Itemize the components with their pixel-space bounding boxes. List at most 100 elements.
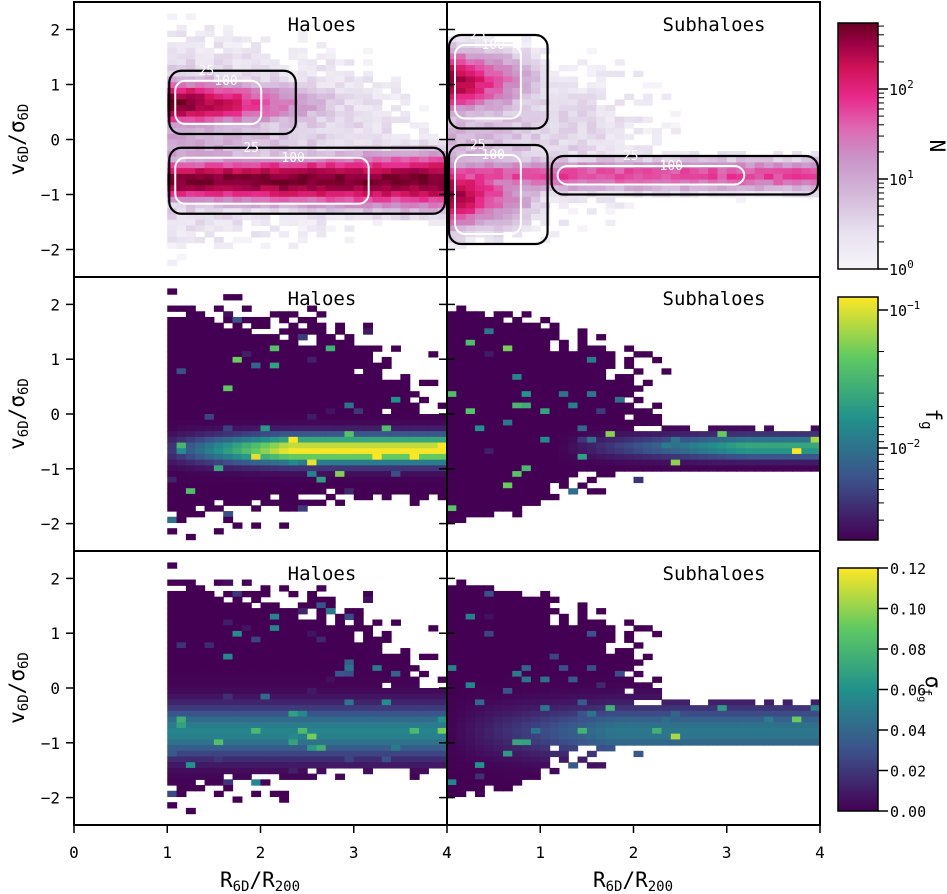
heatmap-cell [493,459,504,466]
heatmap-cell [409,762,420,769]
heatmap-cell [213,133,224,141]
heatmap-cell [810,448,821,455]
heatmap-cell [540,185,551,192]
heatmap-cell [204,225,215,232]
heatmap-cell [297,185,308,192]
heatmap-cell [363,99,373,106]
heatmap-cell [521,208,532,215]
heatmap-cell [558,122,569,129]
heatmap-cell [325,596,336,603]
heatmap-cell [279,65,290,72]
heatmap-cell [316,156,327,164]
heatmap-cell [325,733,336,740]
heatmap-cell [391,733,401,740]
heatmap-cell [605,105,616,112]
heatmap-cell [530,767,541,775]
heatmap-cell [437,716,448,723]
heatmap-cell [167,790,178,798]
heatmap-cell [297,391,308,398]
heatmap-cell [437,402,448,409]
heatmap-cell [465,414,476,421]
heatmap-cell [195,396,206,404]
heatmap-cell [353,185,364,192]
heatmap-cell [530,99,541,106]
heatmap-cell [269,150,280,158]
heatmap-cell [260,93,271,100]
heatmap-cell [223,493,234,501]
heatmap-cell [521,465,532,472]
heatmap-cell [568,368,579,375]
heatmap-cell [185,459,196,466]
heatmap-cell [409,168,420,175]
heatmap-cell [484,488,495,495]
heatmap-cell [232,99,243,106]
heatmap-cell [307,162,318,169]
heatmap-cell [540,608,551,615]
heatmap-cell [241,482,252,489]
heatmap-cell [484,322,495,329]
heatmap-cell [288,196,299,204]
heatmap-cell [549,82,560,89]
heatmap-cell [307,87,318,95]
heatmap-cell [633,436,644,444]
heatmap-cell [372,676,383,683]
heatmap-cell [465,739,476,746]
heatmap-cell [176,419,187,427]
heatmap-cell [316,688,327,695]
heatmap-cell [521,402,532,409]
heatmap-cell [530,739,541,746]
heatmap-cell [381,196,392,204]
heatmap-cell [456,625,467,632]
heatmap-cell [325,676,336,683]
heatmap-cell [176,150,187,158]
heatmap-cell [344,705,355,712]
heatmap-cell [465,648,476,655]
heatmap-cell [372,750,383,758]
heatmap-cell [614,139,625,146]
heatmap-cell [279,356,290,364]
heatmap-cell [176,722,187,729]
heatmap-cell [232,602,243,609]
heatmap-cell [484,722,495,729]
heatmap-cell [474,402,485,409]
heatmap-cell [428,653,439,661]
heatmap-cell [260,431,271,438]
heatmap-cell [474,625,485,632]
heatmap-cell [447,488,457,495]
heatmap-cell [167,528,178,535]
heatmap-cell [176,316,187,324]
heatmap-cell [204,733,215,740]
heatmap-cell [456,727,467,735]
heatmap-cell [176,756,187,763]
heatmap-cell [316,396,327,404]
heatmap-cell [335,116,346,123]
heatmap-cell [316,659,327,666]
heatmap-cell [185,93,196,100]
heatmap-cell [288,402,299,409]
heatmap-cell [614,419,625,427]
heatmap-cell [465,465,476,472]
heatmap-cell [185,122,196,129]
heatmap-cell [549,648,560,655]
heatmap-cell [307,391,318,398]
heatmap-cell [474,82,485,89]
heatmap-cell [456,688,467,695]
heatmap-cell [269,665,280,672]
heatmap-cell [558,110,569,118]
heatmap-cell [213,202,224,209]
heatmap-cell [530,185,541,192]
heatmap-cell [437,699,448,706]
heatmap-cell [614,425,625,432]
heatmap-cell [223,122,234,129]
heatmap-cell [269,116,280,123]
heatmap-cell [642,99,653,106]
heatmap-cell [586,659,597,666]
heatmap-cell [614,676,625,683]
heatmap-cell [213,185,224,192]
heatmap-cell [400,762,411,769]
heatmap-cell [419,139,429,146]
heatmap-cell [204,396,215,404]
heatmap-cell [251,682,262,689]
heatmap-cell [717,173,728,181]
heatmap-cell [325,476,336,484]
